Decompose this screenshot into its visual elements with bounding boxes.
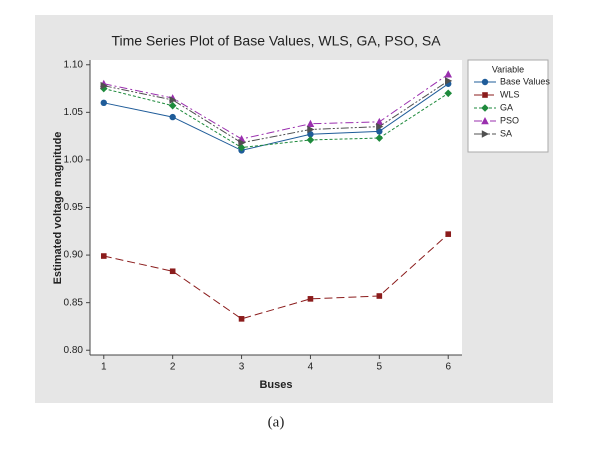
point <box>238 138 246 147</box>
x-tick-label: 5 <box>377 362 383 373</box>
point <box>100 253 107 259</box>
legend-marker <box>481 78 489 86</box>
legend-label: SA <box>500 128 512 138</box>
y-tick-label: 0.80 <box>64 345 84 356</box>
point <box>169 113 176 121</box>
point <box>307 131 314 138</box>
legend-label: PSO <box>500 115 519 125</box>
legend-marker <box>482 92 488 98</box>
point <box>168 101 177 110</box>
legend-marker <box>481 104 489 112</box>
y-tick-label: 1.00 <box>64 155 84 166</box>
point <box>238 316 245 322</box>
legend-label: WLS <box>500 89 520 99</box>
point <box>306 119 315 127</box>
point <box>376 128 383 135</box>
point <box>307 296 314 302</box>
series-line <box>103 88 449 149</box>
series-line <box>103 83 449 151</box>
x-tick-label: 3 <box>239 362 245 373</box>
legend-marker <box>481 117 489 125</box>
point <box>307 125 315 134</box>
legend-label: Base Values <box>500 76 550 86</box>
legend-title: Variable <box>492 64 524 74</box>
legend-label: GA <box>500 102 513 112</box>
x-tick-label: 2 <box>170 362 176 373</box>
x-tick-label: 1 <box>101 362 107 373</box>
y-tick-label: 1.05 <box>64 107 84 118</box>
point <box>169 96 177 104</box>
point <box>375 134 384 142</box>
y-tick-label: 0.90 <box>64 250 84 261</box>
point <box>306 136 315 144</box>
caption: (a) <box>268 414 285 430</box>
series-line <box>103 80 449 144</box>
y-tick-label: 1.10 <box>64 59 84 70</box>
point <box>376 293 383 299</box>
y-tick-label: 0.85 <box>64 297 84 308</box>
legend-box <box>467 59 549 153</box>
x-tick-label: 4 <box>308 362 314 373</box>
point <box>100 81 108 90</box>
y-axis-label: Estimated voltage magnitude <box>52 132 64 285</box>
point <box>445 77 453 85</box>
point <box>237 143 246 152</box>
x-axis-label: Buses <box>259 379 292 391</box>
point <box>444 89 453 98</box>
x-tick-label: 6 <box>445 362 451 373</box>
plot-area <box>90 60 462 355</box>
chart-title: Time Series Plot of Base Values, WLS, GA… <box>111 33 441 49</box>
y-tick-label: 0.95 <box>64 202 84 213</box>
point <box>100 99 107 107</box>
point <box>444 70 453 78</box>
point <box>445 231 452 237</box>
point <box>375 117 384 126</box>
point <box>169 268 176 275</box>
legend-marker <box>481 130 489 138</box>
point <box>376 122 384 131</box>
